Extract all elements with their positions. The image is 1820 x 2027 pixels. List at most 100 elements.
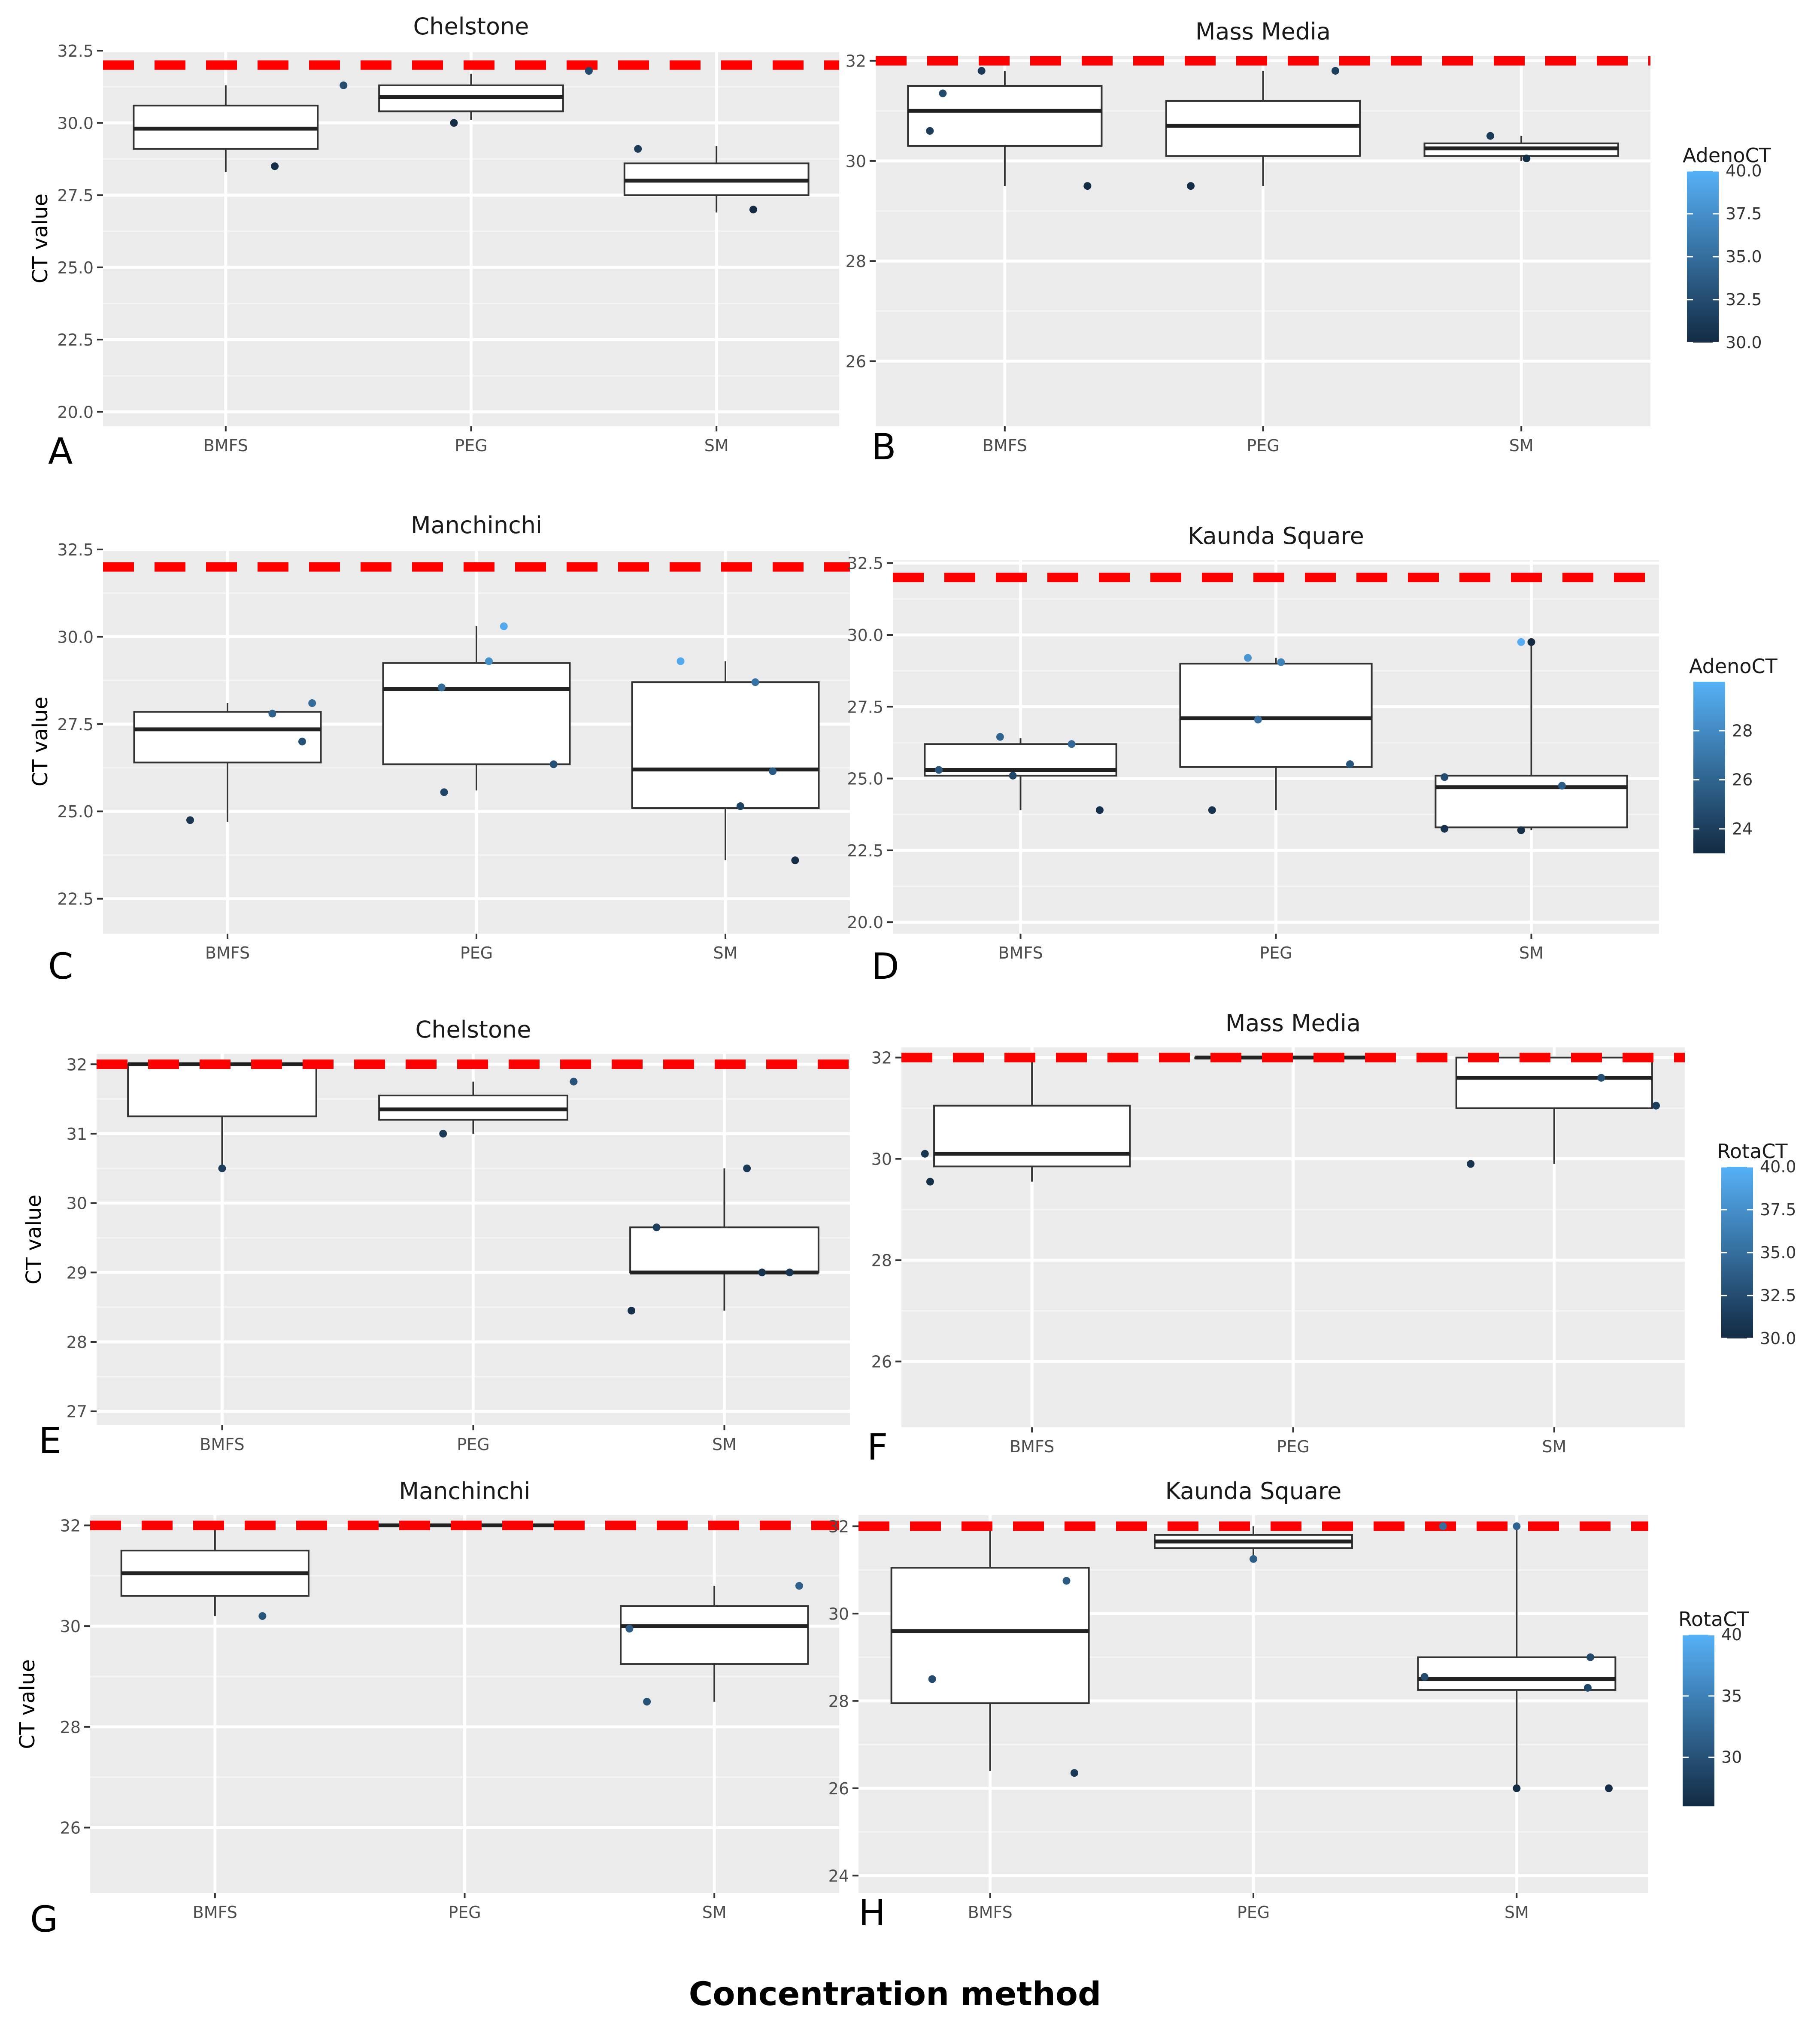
- data-point: [500, 622, 508, 630]
- y-tick-label: 30: [67, 1194, 87, 1213]
- data-point: [791, 856, 799, 865]
- data-point: [1486, 132, 1494, 140]
- data-point: [1009, 771, 1017, 780]
- data-point: [1441, 825, 1449, 833]
- y-tick-label: 28: [828, 1692, 849, 1711]
- box-iqr: [933, 1105, 1131, 1168]
- data-point: [996, 733, 1004, 741]
- y-axis-title: CT value: [28, 194, 52, 283]
- x-tick-label: BMFS: [998, 944, 1043, 962]
- color-legend: AdenoCT 28 26 24: [1689, 655, 1778, 853]
- y-tick-label: 30.0: [57, 114, 94, 133]
- data-point: [652, 1223, 661, 1232]
- y-tick-label: 29: [67, 1263, 87, 1282]
- box-iqr: [907, 85, 1103, 147]
- panel-title: Kaunda Square: [1165, 1478, 1342, 1505]
- box-iqr: [1435, 774, 1628, 828]
- chart-panel-d: Kaunda Square 32.5 30.0 27.5 25.0 22.5 20.0 BMF…: [847, 522, 1659, 987]
- legend-tick-label: 30.0: [1726, 333, 1762, 352]
- panel-title: Manchinchi: [411, 512, 542, 539]
- data-point: [1250, 1555, 1257, 1563]
- x-tick-label: PEG: [1277, 1437, 1309, 1456]
- data-point: [758, 1268, 766, 1277]
- panel-title: Kaunda Square: [1188, 522, 1364, 549]
- legend-tick-label: 40: [1721, 1625, 1742, 1644]
- y-tick-label: 25.0: [57, 802, 94, 821]
- data-point: [340, 81, 348, 89]
- box-bmfs: [924, 738, 1117, 810]
- box-iqr: [1455, 1056, 1653, 1109]
- y-tick-label: 26: [846, 352, 866, 371]
- panel-letter: D: [871, 945, 899, 987]
- data-point: [1083, 182, 1092, 190]
- chart-panel-b: Mass Media 32 30 28 26 BMFS PEG SM B: [846, 18, 1650, 468]
- data-point: [1254, 716, 1262, 724]
- x-tick-label: BMFS: [1010, 1437, 1054, 1456]
- legend-tick-label: 35.0: [1726, 247, 1762, 266]
- data-point: [549, 760, 558, 768]
- chart-panel-e: Chelstone 32 31 30 29 28 27 BMFS PEG SM CT value E: [22, 1016, 850, 1462]
- x-tick-label: SM: [1509, 436, 1534, 455]
- data-point: [769, 767, 777, 775]
- legend-title: AdenoCT: [1689, 655, 1778, 678]
- box-sm: [1435, 643, 1628, 831]
- data-point: [1346, 760, 1354, 768]
- x-tick-label: BMFS: [203, 436, 248, 455]
- data-point: [1244, 654, 1252, 662]
- y-tick-label: 28: [871, 1251, 892, 1270]
- x-tick-label: PEG: [455, 436, 487, 455]
- legend-tick-label: 26: [1732, 771, 1753, 789]
- x-tick-label: SM: [712, 1435, 737, 1454]
- box-iqr: [1165, 100, 1361, 157]
- legend-title: RotaCT: [1717, 1140, 1788, 1163]
- data-point: [437, 683, 446, 692]
- x-tick-label: PEG: [448, 1903, 481, 1922]
- data-point: [977, 67, 986, 75]
- x-tick-label: SM: [702, 1903, 727, 1922]
- panel-letter: F: [867, 1426, 888, 1468]
- y-tick-label: 22.5: [847, 841, 883, 860]
- x-tick-label: BMFS: [200, 1435, 244, 1454]
- data-point: [1331, 67, 1339, 75]
- x-tick-label: SM: [713, 944, 738, 962]
- data-point: [786, 1268, 794, 1277]
- box-peg: [1165, 70, 1361, 186]
- y-tick-label: 22.5: [57, 331, 94, 349]
- x-tick-label: BMFS: [968, 1903, 1013, 1922]
- data-point: [308, 699, 316, 707]
- x-tick-label: PEG: [1237, 1903, 1270, 1922]
- box-bmfs: [890, 1526, 1090, 1771]
- box-sm: [1417, 1526, 1617, 1788]
- data-point: [1187, 182, 1195, 190]
- box-iqr: [1179, 662, 1373, 768]
- y-tick-label: 30: [871, 1150, 892, 1169]
- panel-letter: C: [48, 945, 73, 987]
- data-point: [1583, 1684, 1592, 1692]
- x-tick-label: BMFS: [205, 944, 250, 962]
- data-point: [1527, 638, 1535, 646]
- data-point: [1420, 1673, 1429, 1681]
- x-tick-label: SM: [1519, 944, 1544, 962]
- box-iqr: [382, 662, 571, 765]
- data-point: [736, 802, 744, 810]
- chart-panel-f: Mass Media 32 30 28 26 BMFS PEG SM F: [867, 1010, 1685, 1468]
- figure-x-axis-title: Concentration method: [689, 1975, 1101, 2013]
- data-point: [298, 737, 306, 746]
- box-iqr: [620, 1605, 809, 1665]
- data-point: [1439, 1522, 1447, 1530]
- y-tick-label: 28: [60, 1718, 81, 1737]
- panel-letter: E: [39, 1420, 61, 1462]
- chart-panel-a: Chelstone 32.5 30.0 27.5 25.0 22.5 20.0 BMFS PEG…: [28, 13, 839, 472]
- y-tick-label: 28: [67, 1333, 87, 1352]
- data-point: [485, 657, 493, 665]
- y-tick-label: 32: [871, 1049, 892, 1068]
- data-point: [258, 1612, 267, 1620]
- data-point: [1652, 1101, 1660, 1110]
- data-point: [1586, 1653, 1595, 1661]
- data-point: [928, 1675, 936, 1683]
- data-point: [1597, 1074, 1605, 1082]
- data-point: [628, 1307, 636, 1315]
- y-tick-label: 25.0: [847, 770, 883, 789]
- box-iqr: [133, 711, 322, 764]
